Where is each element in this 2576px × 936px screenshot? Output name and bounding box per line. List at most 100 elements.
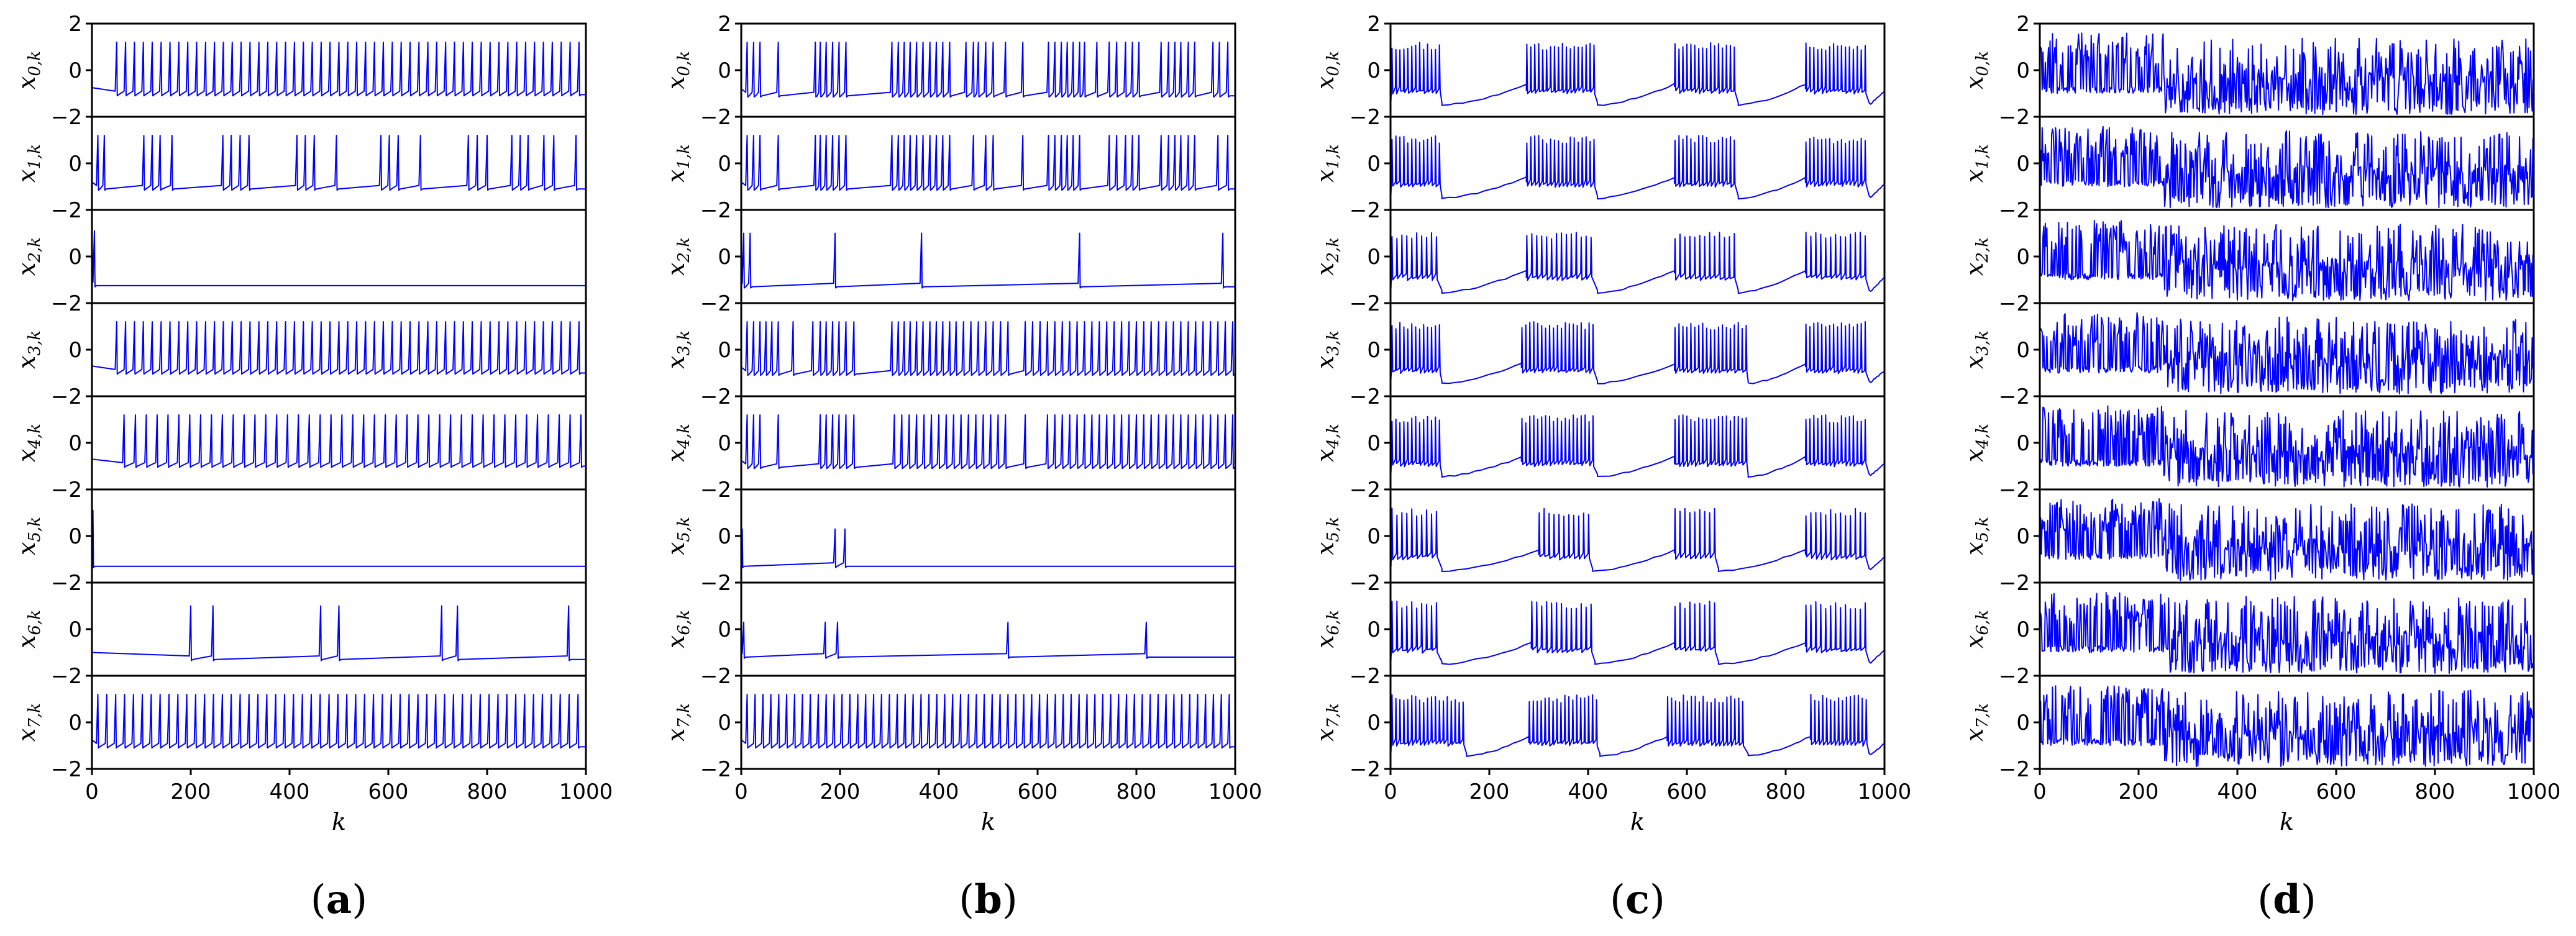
- y-tick-label: −2: [1350, 291, 1381, 316]
- y-axis-label-2: x2,k: [1961, 237, 1992, 276]
- subplot-frame: [91, 209, 587, 304]
- y-tick-label: −2: [1350, 478, 1381, 502]
- y-tick-label: 2: [1367, 12, 1381, 37]
- y-tick-label: 0: [718, 711, 731, 735]
- panel-caption: (b): [959, 876, 1018, 923]
- x-axis-label: k: [1630, 808, 1645, 835]
- y-tick-label: −2: [700, 757, 731, 782]
- x-tick-label: 800: [1117, 779, 1157, 804]
- y-tick-label: 0: [68, 338, 82, 363]
- y-tick-label: 0: [1367, 711, 1381, 735]
- y-tick-label: 0: [68, 245, 82, 270]
- y-tick-label: 0: [718, 58, 731, 83]
- x-tick-label: 200: [2119, 779, 2159, 804]
- y-tick-label: 0: [718, 152, 731, 176]
- y-tick-label: 0: [1367, 338, 1381, 363]
- y-axis-label-1: x1,k: [1961, 144, 1992, 183]
- y-axis-label-6: x6,k: [1312, 610, 1343, 648]
- y-tick-label: 0: [2016, 58, 2030, 83]
- x-tick-label: 0: [2033, 779, 2047, 804]
- subplot-frame: [740, 302, 1236, 398]
- y-tick-label: 0: [68, 58, 82, 83]
- y-tick-label: 0: [718, 617, 731, 642]
- y-tick-label: 0: [2016, 152, 2030, 176]
- y-tick-label: −2: [51, 571, 82, 596]
- y-axis-label-1: x1,k: [662, 144, 693, 183]
- y-axis-label-3: x3,k: [1312, 330, 1343, 369]
- y-tick-label: 0: [2016, 524, 2030, 549]
- y-axis-label-7: x7,k: [1312, 703, 1343, 742]
- x-tick-label: 1000: [2507, 779, 2561, 804]
- y-tick-label: −2: [1350, 198, 1381, 223]
- trace-b-4: [741, 414, 1236, 470]
- x-tick-label: 800: [1766, 779, 1806, 804]
- y-tick-label: 0: [718, 245, 731, 270]
- x-tick-label: 1000: [1858, 779, 1912, 804]
- trace-d-5: [2039, 498, 2534, 581]
- y-axis-label-2: x2,k: [1312, 237, 1343, 276]
- subplot-frame: [740, 395, 1236, 491]
- trace-b-1: [741, 135, 1235, 191]
- y-axis-label-0: x0,k: [13, 51, 44, 89]
- x-tick-label: 400: [919, 779, 959, 804]
- panel-caption: (d): [2257, 876, 2316, 923]
- y-axis-label-6: x6,k: [662, 610, 693, 648]
- y-tick-label: 0: [718, 524, 731, 549]
- trace-a-5: [91, 509, 586, 568]
- y-tick-label: −2: [700, 664, 731, 689]
- y-tick-label: 0: [68, 617, 82, 642]
- trace-c-1: [1390, 135, 1885, 200]
- panel-caption: (c): [1610, 876, 1665, 923]
- trace-b-0: [741, 42, 1235, 98]
- trace-c-5: [1390, 507, 1885, 572]
- x-axis-label: k: [332, 808, 346, 835]
- y-tick-label: −2: [1999, 664, 2030, 689]
- y-tick-label: −2: [51, 478, 82, 502]
- trace-b-2: [741, 232, 1235, 289]
- y-axis-label-0: x0,k: [1312, 51, 1343, 89]
- subplot-frame: [740, 488, 1236, 584]
- y-tick-label: 0: [2016, 617, 2030, 642]
- trace-a-3: [91, 321, 586, 375]
- trace-a-4: [91, 414, 586, 468]
- x-tick-label: 200: [171, 779, 211, 804]
- panel-a: −202x0,k−20x1,k−20x2,k−20x3,k−20x4,k−20x…: [13, 12, 613, 923]
- y-axis-label-4: x4,k: [662, 424, 693, 462]
- y-tick-label: 0: [1367, 431, 1381, 456]
- y-tick-label: 2: [718, 12, 731, 37]
- trace-d-4: [2039, 405, 2534, 488]
- x-axis-label: k: [981, 808, 995, 835]
- y-axis-label-1: x1,k: [13, 144, 44, 183]
- trace-a-6: [91, 605, 586, 661]
- y-tick-label: 0: [2016, 338, 2030, 363]
- y-axis-label-6: x6,k: [13, 610, 44, 648]
- y-tick-label: −2: [1999, 757, 2030, 782]
- y-axis-label-2: x2,k: [662, 237, 693, 276]
- panel-d: −202x0,k−20x1,k−20x2,k−20x3,k−20x4,k−20x…: [1961, 12, 2560, 923]
- x-tick-label: 600: [2316, 779, 2357, 804]
- y-tick-label: −2: [1999, 105, 2030, 130]
- trace-c-0: [1390, 42, 1885, 106]
- y-tick-label: 0: [1367, 245, 1381, 270]
- y-tick-label: 0: [1367, 524, 1381, 549]
- x-tick-label: 200: [820, 779, 861, 804]
- y-tick-label: 0: [68, 524, 82, 549]
- x-tick-label: 800: [467, 779, 508, 804]
- panel-b: −202x0,k−20x1,k−20x2,k−20x3,k−20x4,k−20x…: [662, 12, 1262, 923]
- y-axis-label-7: x7,k: [1961, 703, 1992, 742]
- trace-b-3: [741, 321, 1236, 376]
- trace-a-0: [91, 42, 586, 97]
- y-tick-label: −2: [51, 198, 82, 223]
- y-tick-label: −2: [700, 291, 731, 316]
- subplot-frame: [740, 675, 1236, 770]
- y-axis-label-5: x5,k: [13, 517, 44, 555]
- y-axis-label-5: x5,k: [662, 517, 693, 555]
- trace-b-5: [741, 528, 1235, 568]
- y-axis-label-6: x6,k: [1961, 610, 1992, 648]
- x-tick-label: 400: [1568, 779, 1609, 804]
- x-tick-label: 1000: [1208, 779, 1263, 804]
- y-axis-label-0: x0,k: [1961, 51, 1992, 89]
- y-tick-label: −2: [1350, 664, 1381, 689]
- x-tick-label: 0: [734, 779, 748, 804]
- y-axis-label-5: x5,k: [1312, 517, 1343, 555]
